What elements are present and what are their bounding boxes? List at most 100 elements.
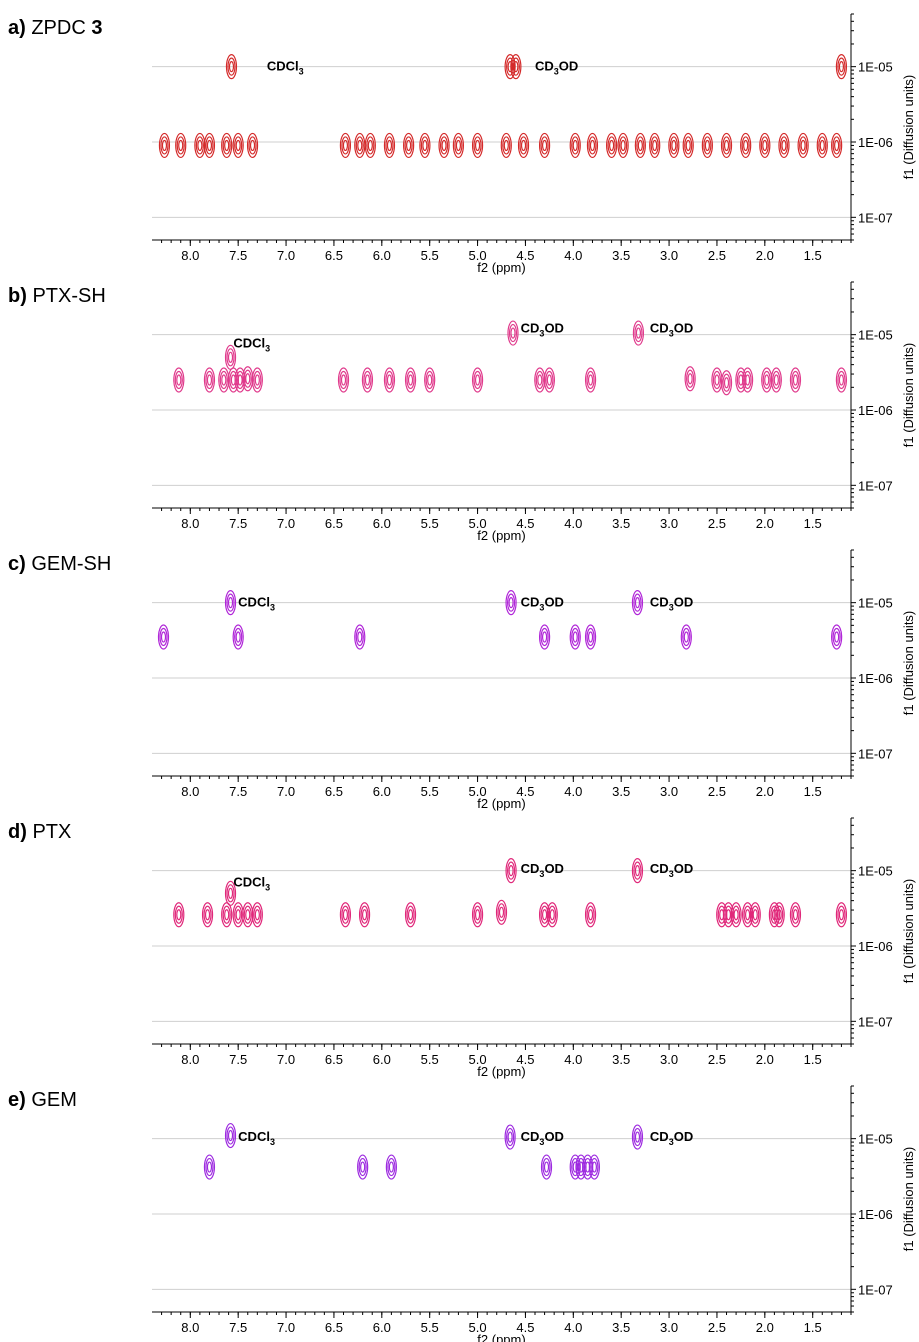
peak-contour [731, 905, 741, 924]
peak-contour [251, 902, 263, 928]
peak [383, 132, 396, 159]
peak-contour [635, 327, 642, 339]
peak-contour [234, 367, 246, 393]
peak-contour [572, 139, 578, 152]
peak-contour [837, 905, 846, 924]
peak-contour [649, 132, 661, 159]
peak-contour [358, 1157, 367, 1177]
x-axis-title: f2 (ppm) [477, 796, 525, 811]
x-tick-label: 3.5 [612, 248, 630, 263]
peak-contour [831, 624, 843, 650]
y-tick-label: 1E-07 [858, 1014, 893, 1029]
peak-contour [540, 627, 549, 647]
peak-contour [687, 373, 693, 385]
peak-contour [569, 132, 581, 159]
peak-contour [636, 136, 645, 155]
peak-contour [634, 323, 643, 343]
peak-contour [517, 132, 530, 159]
peak-contour [204, 909, 211, 921]
peak-contour [634, 865, 641, 877]
x-tick-label: 5.0 [469, 1052, 487, 1067]
peak [816, 132, 828, 159]
x-tick-label: 7.0 [277, 1320, 295, 1335]
peak-contour [357, 631, 363, 643]
peak-contour [791, 370, 800, 390]
peak [504, 1124, 516, 1150]
x-tick-label: 2.5 [708, 784, 726, 799]
peak-contour [385, 370, 394, 390]
peak-contour [387, 1157, 396, 1177]
panel-title: d) PTX [8, 821, 71, 843]
peak-contour [584, 367, 597, 393]
peak-contour [818, 136, 827, 155]
peak-contour [546, 374, 552, 386]
peak-contour [572, 631, 578, 643]
peak-contour [235, 909, 241, 921]
panel-compound-number: 3 [86, 17, 103, 39]
peak-contour [744, 374, 751, 386]
peak [741, 367, 754, 393]
peak-contour [637, 139, 643, 152]
peak [251, 902, 263, 928]
peak-contour [254, 374, 260, 386]
peak [789, 902, 802, 928]
peak [631, 858, 644, 884]
peak-contour [361, 909, 368, 921]
peak [543, 367, 555, 393]
peak [584, 902, 597, 928]
peak-contour [668, 132, 680, 159]
peak-contour [253, 370, 262, 390]
peak-contour [234, 905, 243, 924]
solvent-label: CDCl3 [267, 59, 304, 77]
peak-contour [590, 1157, 599, 1177]
x-tick-label: 7.5 [229, 248, 247, 263]
peak-contour [619, 136, 628, 155]
peak-contour [471, 902, 484, 928]
x-tick-label: 5.0 [469, 516, 487, 531]
peak [684, 366, 696, 392]
peak-contour [832, 627, 841, 647]
peak [224, 344, 237, 370]
x-tick-label: 1.5 [804, 516, 822, 531]
peak [831, 624, 843, 650]
peak [534, 367, 546, 393]
peak [361, 367, 374, 393]
peak [631, 1124, 644, 1150]
peak-contour [772, 370, 781, 390]
y-tick-label: 1E-06 [858, 135, 893, 150]
solvent-label: CD3OD [521, 1129, 564, 1147]
peak-contour [724, 905, 733, 924]
x-tick-label: 7.0 [277, 248, 295, 263]
peak [175, 132, 187, 159]
peak-contour [473, 905, 482, 924]
x-tick-label: 2.0 [756, 1052, 774, 1067]
x-tick-label: 1.5 [804, 784, 822, 799]
peak [680, 624, 692, 650]
x-tick-label: 2.0 [756, 1320, 774, 1335]
peak-contour [671, 139, 677, 152]
peak-contour [222, 905, 231, 924]
y-tick-label: 1E-05 [858, 596, 893, 611]
peak-contour [545, 370, 554, 390]
solvent-label: CD3OD [521, 595, 564, 613]
peak-contour [407, 374, 414, 386]
peak-contour [669, 136, 678, 155]
peak-contour [360, 1161, 366, 1173]
solvent-label: CDCl3 [238, 1129, 275, 1147]
peak-contour [650, 136, 659, 155]
peak-contour [205, 136, 214, 155]
peak-contour [439, 136, 449, 155]
peak-contour [548, 905, 557, 924]
peak [224, 880, 237, 906]
peak-contour [733, 909, 739, 921]
panel-title: a) ZPDC 3 [8, 17, 102, 39]
peak [246, 132, 259, 159]
peak-contour [160, 631, 167, 643]
peak-contour [206, 1161, 213, 1173]
peak [471, 902, 484, 928]
peak-contour [175, 132, 187, 159]
peak [749, 902, 761, 928]
peak-contour [174, 905, 183, 924]
y-tick-label: 1E-05 [858, 60, 893, 75]
peak-contour [195, 136, 204, 155]
